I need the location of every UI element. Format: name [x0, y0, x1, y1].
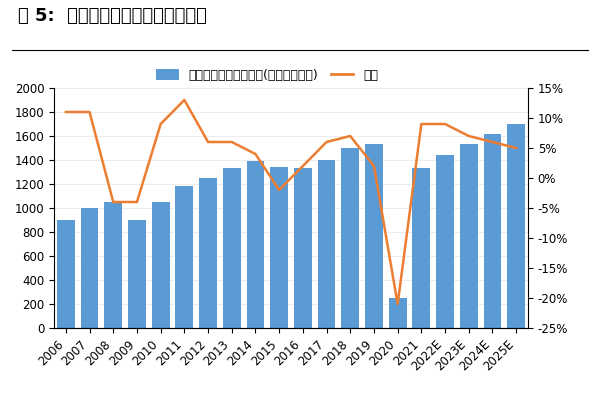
Bar: [317, 160, 335, 328]
Bar: [247, 161, 265, 328]
Bar: [104, 202, 122, 328]
增速: [394, 302, 401, 306]
增速: [370, 164, 377, 168]
Legend: 全球箱包行业市场规模(单位：亿美元), 增速: 全球箱包行业市场规模(单位：亿美元), 增速: [151, 64, 383, 87]
Bar: [152, 202, 170, 328]
增速: [157, 122, 164, 126]
Bar: [80, 208, 98, 328]
Bar: [507, 124, 525, 328]
Bar: [199, 178, 217, 328]
增速: [512, 146, 520, 150]
Line: 增速: 增速: [66, 100, 516, 304]
增速: [228, 140, 235, 144]
增速: [275, 188, 283, 192]
增速: [110, 200, 117, 204]
Bar: [223, 168, 241, 328]
增速: [465, 134, 472, 138]
增速: [323, 140, 330, 144]
增速: [205, 140, 212, 144]
Bar: [365, 144, 383, 328]
Bar: [175, 186, 193, 328]
增速: [181, 98, 188, 102]
Text: 图 5:  全球箱包行业市场规模及增速: 图 5: 全球箱包行业市场规模及增速: [18, 7, 207, 25]
增速: [442, 122, 449, 126]
增速: [86, 110, 93, 114]
增速: [489, 140, 496, 144]
Bar: [460, 144, 478, 328]
增速: [347, 134, 354, 138]
Bar: [57, 220, 75, 328]
Bar: [128, 220, 146, 328]
增速: [62, 110, 70, 114]
Bar: [436, 155, 454, 328]
Bar: [484, 134, 502, 328]
Bar: [412, 168, 430, 328]
Bar: [341, 148, 359, 328]
Bar: [389, 298, 407, 328]
增速: [252, 152, 259, 156]
Bar: [270, 167, 288, 328]
Bar: [294, 168, 312, 328]
增速: [133, 200, 140, 204]
增速: [418, 122, 425, 126]
增速: [299, 164, 307, 168]
